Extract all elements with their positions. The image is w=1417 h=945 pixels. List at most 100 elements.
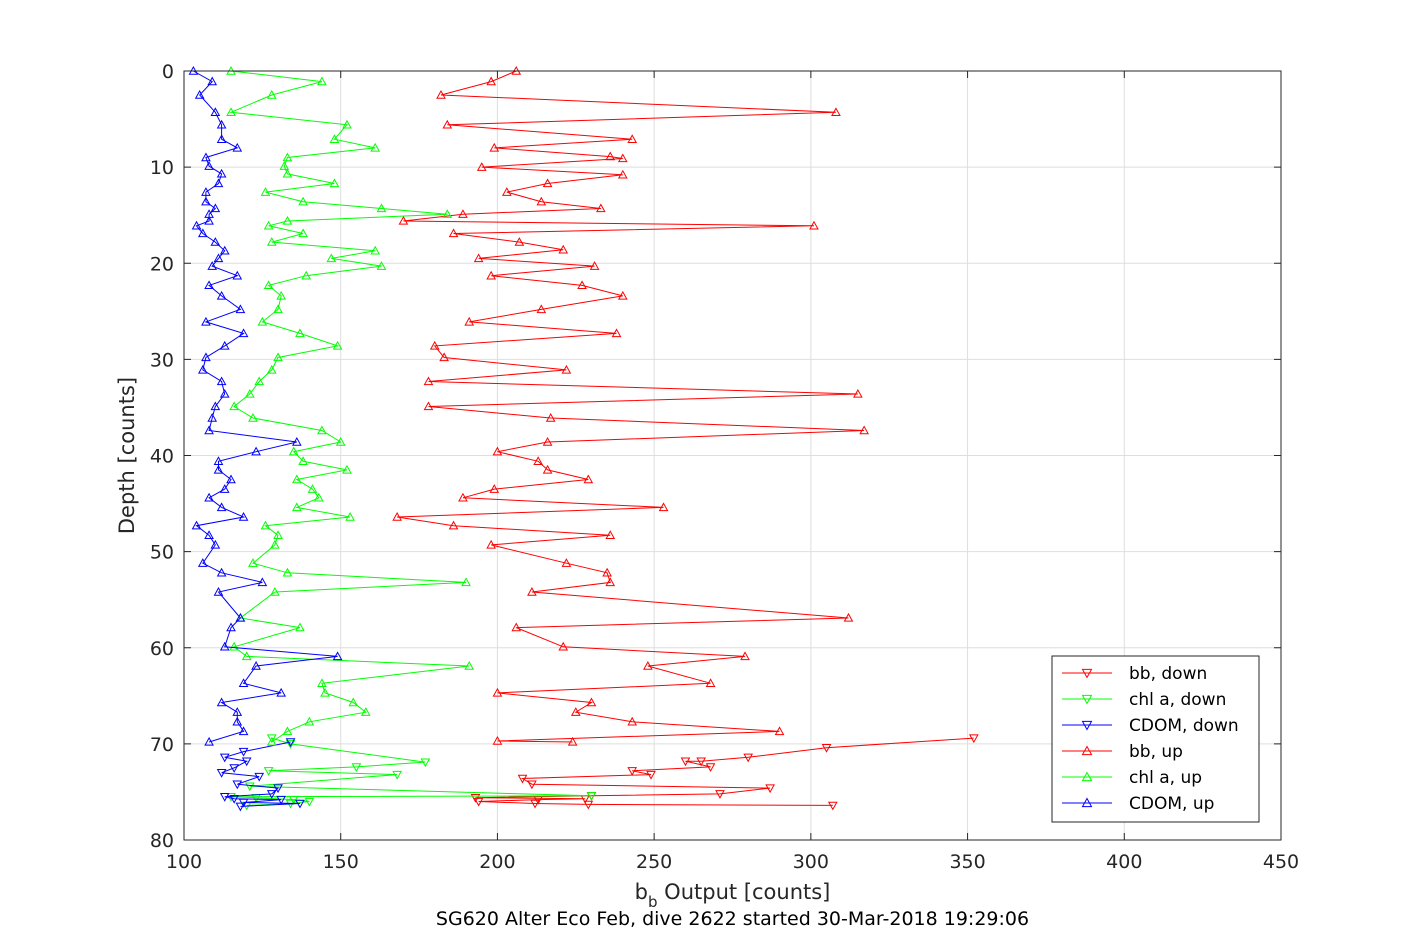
data-point [213,178,224,188]
data-point [257,577,268,587]
data-point [235,802,246,812]
data-point [486,270,497,280]
data-point [627,716,638,726]
data-point [348,697,359,707]
data-point [232,716,243,726]
data-point [263,220,274,230]
data-point [238,328,249,338]
data-point [216,134,227,143]
data-point [210,539,221,549]
data-point [968,734,979,744]
data-point [329,178,340,188]
data-point [276,290,287,300]
data-point [743,753,754,763]
data-point [586,697,597,707]
data-point [219,484,230,493]
data-point [282,152,293,162]
data-point [254,772,265,782]
data-point [627,134,638,143]
data-point [705,763,716,772]
data-point [244,782,255,792]
data-point [332,340,343,350]
data-point [617,153,628,163]
data-point [291,502,302,512]
data-point [213,464,224,474]
data-point [273,530,283,539]
x-tick-label: 450 [1263,851,1299,873]
data-point [301,270,312,280]
data-point [197,364,208,374]
legend-marker-swatch [1081,797,1093,808]
data-point [536,304,547,314]
legend-marker-swatch [1081,694,1093,705]
data-point [210,107,221,117]
legend-item-chl-a-up: chl a, up [1062,768,1202,788]
data-point [326,253,337,263]
data-point [260,187,271,196]
data-point [191,220,202,230]
data-point [204,736,214,746]
data-point [201,352,211,362]
data-point [254,376,265,386]
data-point [458,209,468,218]
data-point [201,152,211,162]
data-point [530,799,540,809]
data-point [219,641,230,651]
data-point [360,707,371,716]
data-point [774,726,785,736]
y-tick-label: 70 [150,734,174,756]
y-tick-label: 60 [150,638,174,660]
data-point [473,797,484,807]
series-line-chl-a-up [229,70,470,743]
data-point [235,304,246,314]
legend-label: chl a, up [1129,768,1202,788]
axis-ticks: 100 150 200 250 300 350 400 450 0 10 20 30 40 50 60 70 8… [150,61,1299,873]
data-point [273,304,283,314]
data-point [210,203,221,213]
data-point [643,660,653,670]
data-point [605,151,616,161]
data-point [201,187,211,196]
data-point [238,726,249,736]
data-point [561,558,572,567]
data-point [304,716,315,726]
data-point [489,142,500,152]
data-point [241,651,252,661]
data-point [191,520,202,530]
data-point [285,738,296,747]
x-tick-label: 100 [166,851,202,873]
data-point [244,388,255,398]
legend-label: chl a, down [1129,690,1226,710]
data-point [514,237,525,246]
data-point [370,245,381,255]
data-point [476,162,487,171]
data-point [317,678,327,688]
x-axis-label-rest: Output [counts] [658,880,831,904]
data-point [295,799,305,809]
series-layer [188,65,979,812]
data-point [423,401,434,411]
data-point [464,316,475,326]
data-point [646,770,656,780]
data-point [238,747,249,757]
series-bb-up [392,65,869,746]
data-point [611,328,622,338]
data-point [320,687,330,697]
data-point [266,364,277,374]
data-point [216,567,227,577]
data-point [492,687,503,697]
data-point [216,290,227,300]
data-point [204,530,214,539]
data-point [442,209,453,218]
data-point [843,612,854,622]
data-point [291,474,302,484]
data-point [827,801,838,811]
data-point [295,622,305,632]
data-point [229,764,239,773]
legend-label: bb, down [1129,664,1207,684]
data-point [461,577,471,587]
data-point [448,520,459,530]
data-point [266,237,277,246]
